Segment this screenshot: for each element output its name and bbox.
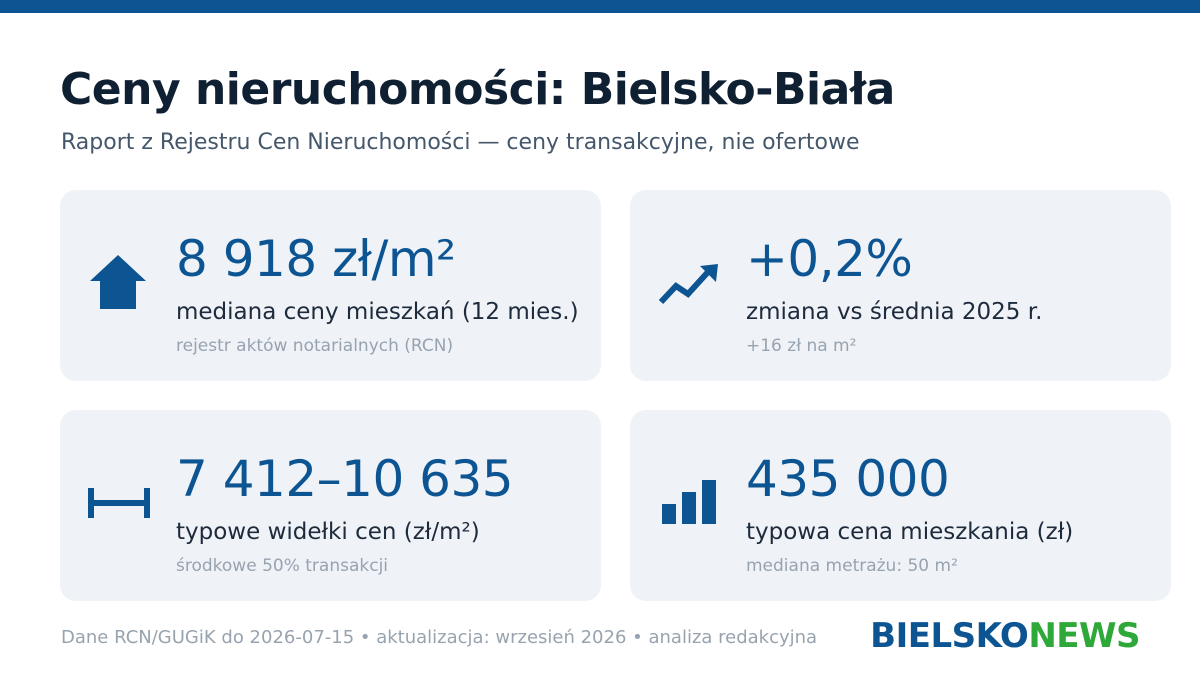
page-title: Ceny nieruchomości: Bielsko-Biała [60,62,895,118]
stat-note: mediana metrażu: 50 m² [746,554,958,578]
house-icon [90,255,146,313]
stat-value: 7 412–10 635 [176,448,513,510]
stat-value: +0,2% [746,228,912,290]
stat-card-change: +0,2% zmiana vs średnia 2025 r. +16 zł n… [630,190,1171,381]
stat-label: zmiana vs średnia 2025 r. [746,296,1042,328]
stat-note: środkowe 50% transakcji [176,554,388,578]
range-icon [88,488,150,522]
bar-chart-icon [662,480,716,528]
stat-note: rejestr aktów notarialnych (RCN) [176,334,453,358]
stat-label: typowa cena mieszkania (zł) [746,516,1073,548]
stat-label: mediana ceny mieszkań (12 mies.) [176,296,579,328]
stat-value: 435 000 [746,448,949,510]
stat-note: +16 zł na m² [746,334,856,358]
stat-card-price-range: 7 412–10 635 typowe widełki cen (zł/m²) … [60,410,601,601]
top-accent-bar [0,0,1200,13]
page-subtitle: Raport z Rejestru Cen Nieruchomości — ce… [61,128,859,158]
stat-card-typical-price: 435 000 typowa cena mieszkania (zł) medi… [630,410,1171,601]
stat-value: 8 918 zł/m² [176,228,456,290]
logo-part-bielsko: BIELSKO [870,616,1028,656]
trend-up-icon [658,262,720,310]
source-footer: Dane RCN/GUGiK do 2026-07-15 • aktualiza… [61,624,817,652]
stat-card-median-price: 8 918 zł/m² mediana ceny mieszkań (12 mi… [60,190,601,381]
logo-part-news: NEWS [1028,616,1140,656]
stat-label: typowe widełki cen (zł/m²) [176,516,480,548]
bielsko-news-logo: BIELSKONEWS [870,615,1140,657]
